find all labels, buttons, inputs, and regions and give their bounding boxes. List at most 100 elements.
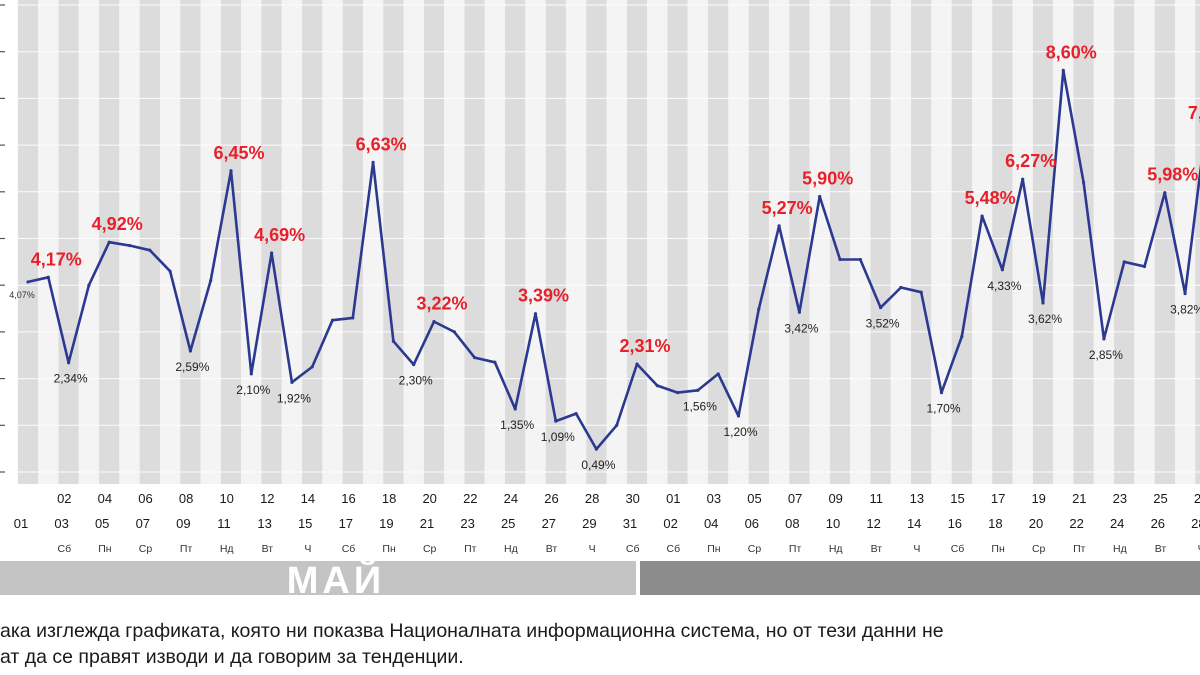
data-point [635,362,639,366]
day-stripe [1195,0,1200,484]
day-stripe [1073,0,1094,484]
x-tick-label: 26 [1151,516,1165,531]
trough-value-label: 1,70% [926,402,960,416]
data-point [676,391,680,395]
day-stripe [647,0,668,484]
x-tick-label: 22 [463,491,477,506]
data-point [736,414,741,418]
weekday-label: Пн [707,543,721,555]
data-point [513,407,517,411]
data-point [87,283,91,287]
data-point [1183,292,1187,296]
day-stripe [119,0,140,484]
data-point [229,169,233,173]
day-stripe [687,0,709,484]
trough-value-label: 2,85% [1089,348,1123,362]
data-point [757,307,761,311]
x-tick-label: 27 [1194,491,1200,506]
trough-value-label: 0,49% [581,458,615,472]
day-stripe [139,0,160,484]
weekday-label: Пт [1073,543,1086,555]
weekday-label: Пн [991,543,1005,555]
data-point [1082,180,1086,185]
x-tick-label: 24 [504,491,518,506]
data-point [594,447,599,451]
trough-value-label: 3,42% [784,321,818,335]
weekday-label: Ч [1198,543,1200,555]
data-point [533,312,538,316]
weekday-label: Нд [1113,543,1127,555]
day-stripe [829,0,851,484]
x-tick-label: 24 [1110,516,1124,531]
day-stripe [606,0,627,484]
data-point [980,214,984,218]
day-stripe [281,0,303,484]
x-tick-label: 17 [339,516,353,531]
trough-value-label: 1,92% [277,391,311,405]
x-tick-label: 09 [176,516,190,531]
data-point [615,423,619,427]
data-point [797,310,802,314]
data-point [452,330,456,334]
day-stripe [708,0,729,484]
data-point [1122,260,1126,264]
value-labels: 4,07% 4,17% 2,34% 4,92% 2,59% 6,45% 2,10% 4,69%… [9,42,1200,472]
weekday-label: Ч [589,543,596,555]
peak-value-label: 6,63% [356,134,407,154]
day-stripe [383,0,404,484]
x-tick-label: 11 [217,516,231,531]
incidence-line-chart: 4,07% 4,17% 2,34% 4,92% 2,59% 6,45% 2,10% 4,69%… [0,0,1200,602]
data-point [919,290,923,294]
month-band [640,561,1200,595]
day-stripe [1154,0,1175,484]
data-point [188,349,192,353]
data-point [960,334,964,339]
data-point [1061,68,1065,72]
x-tick-label: 04 [704,516,718,531]
trough-value-label: 2,34% [54,372,88,386]
x-tick-label: 18 [382,491,396,506]
weekday-label: Вт [871,543,883,555]
data-point [249,372,253,376]
x-tick-label: 10 [826,516,840,531]
day-stripe [302,0,323,484]
x-tick-label: 01 [14,516,28,531]
day-stripe [1134,0,1155,484]
weekday-label: Ср [423,543,437,555]
data-point [696,388,700,392]
x-tick-label: 14 [907,516,921,531]
day-stripe [1114,0,1135,484]
weekday-label: Пн [382,543,396,555]
day-stripe [1032,0,1054,484]
day-stripe [525,0,546,484]
peak-value-label: 3,39% [518,286,569,306]
month-bands: МАЙЮНИ [0,557,1200,602]
x-tick-label: 17 [991,491,1005,506]
peak-value-label: 5,98% [1147,165,1198,185]
weekday-label: Сб [951,543,965,555]
x-tick-label: 08 [785,516,799,531]
data-point [777,224,781,228]
day-stripe [626,0,648,484]
peak-value-label: 5,48% [965,188,1016,208]
data-point [26,280,30,284]
day-stripe [545,0,566,484]
day-stripe [565,0,587,484]
data-point [1000,268,1005,272]
data-point [879,306,883,310]
x-tick-label: 05 [95,516,109,531]
data-point [716,372,720,376]
day-stripe [1093,0,1115,484]
day-stripe [951,0,972,484]
data-point [270,251,274,255]
caption-line-1: ака изглежда графиката, която ни показва… [0,620,944,642]
trough-value-label: 2,59% [175,360,209,374]
data-point [899,285,903,290]
x-tick-label: 25 [501,516,515,531]
data-point [46,275,50,279]
day-stripe [159,0,181,484]
x-tick-label: 22 [1069,516,1083,531]
x-tick-label: 26 [544,491,558,506]
x-tick-label: 16 [948,516,962,531]
data-point [818,194,822,199]
